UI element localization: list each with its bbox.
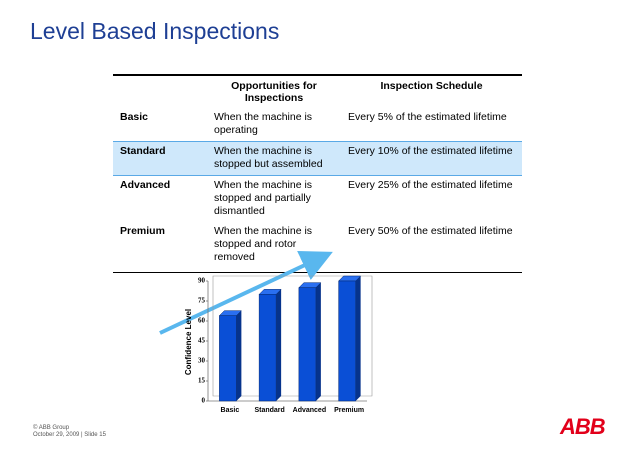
footer-date: October 29, 2009 | Slide 15 (33, 432, 106, 438)
bar (298, 287, 317, 402)
y-tick-label: 30 (198, 357, 206, 365)
cell: When the machine is stopped and rotor re… (207, 222, 341, 273)
y-axis-label: Confidence Level (184, 309, 193, 375)
cell: Every 50% of the estimated lifetime (341, 222, 522, 273)
slide-title: Level Based Inspections (30, 18, 280, 44)
bar-side (315, 282, 321, 401)
cell: Standard (113, 141, 207, 176)
bar-side (355, 276, 361, 401)
x-tick-label: Standard (254, 407, 284, 414)
bar-side (236, 310, 242, 401)
cell: When the machine is stopped but assemble… (207, 141, 341, 176)
x-tick-label: Basic (221, 407, 240, 414)
header-cell: Inspection Schedule (341, 74, 522, 108)
row: Advanced When the machine is stopped and … (113, 176, 522, 223)
cell: When the machine is stopped and partiall… (214, 179, 313, 217)
row: Premium When the machine is stopped and r… (113, 222, 522, 273)
cell: Every 25% of the estimated lifetime (348, 179, 513, 191)
y-tick-label: 0 (202, 397, 206, 405)
y-tick-label: 45 (198, 337, 206, 345)
x-tick-label: Premium (334, 407, 364, 414)
bar (219, 315, 237, 402)
header-cell (113, 74, 207, 108)
cell: Advanced (120, 179, 171, 191)
bar (338, 280, 356, 402)
y-tick-label: 15 (198, 377, 206, 385)
y-tick-label: 60 (198, 317, 206, 325)
header-cell: Opportunities for Inspections (207, 74, 341, 108)
bar (258, 294, 277, 402)
cell: Basic (120, 111, 149, 123)
cell: Every 5% of the estimated lifetime (348, 111, 507, 123)
logo: ABB (560, 414, 606, 439)
bar-side (276, 289, 282, 401)
header-row: Opportunities for Inspections Inspection… (113, 74, 522, 108)
row: Standard When the machine is stopped but … (113, 141, 522, 176)
cell: Premium (113, 222, 207, 273)
x-tick-label: Advanced (293, 407, 326, 414)
y-tick-label: 75 (198, 297, 206, 305)
cell: When the machine is operating (214, 111, 313, 136)
y-tick-label: 90 (198, 277, 206, 285)
copyright: © ABB Group (33, 425, 70, 431)
inspection-table: Opportunities for Inspections Inspection… (113, 74, 522, 273)
cell: Every 10% of the estimated lifetime (341, 141, 522, 176)
row: Basic When the machine is operating Every … (113, 108, 522, 142)
back-wall (212, 275, 373, 397)
trend-arrow (159, 251, 333, 335)
